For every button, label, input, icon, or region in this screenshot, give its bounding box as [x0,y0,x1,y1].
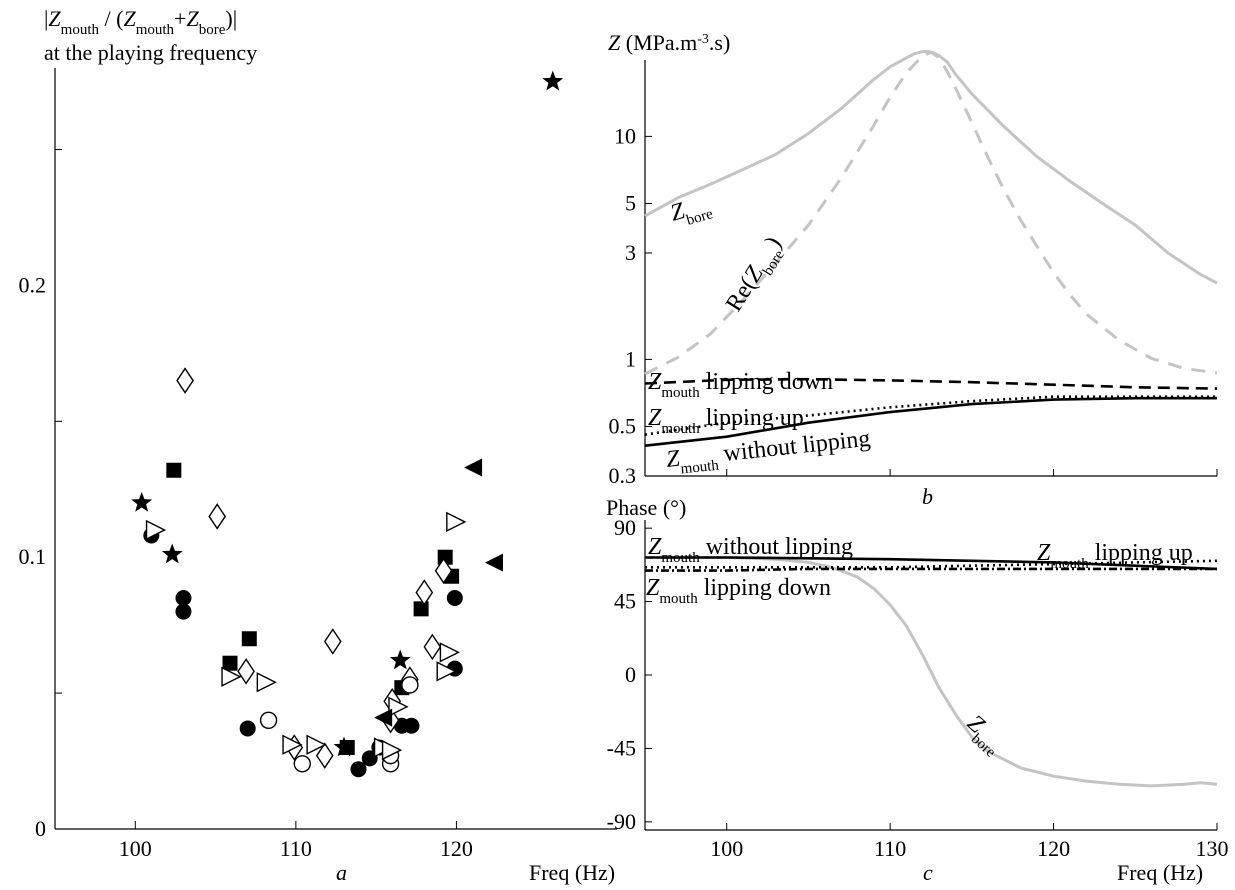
panel-a-ytick-label: 0.1 [19,544,47,569]
panel-c-phase: Phase (°) -90 -45 0 45 90 100 110 120 130 Zmouth… [606,495,1229,885]
panel-b-zbore-label: Zbore [667,191,715,233]
panel-a-ytick-label: 0.2 [19,272,47,297]
panel-c-xlabel: Freq (Hz) [1117,860,1203,885]
panel-a-point-open-diamond [323,628,342,655]
panel-a-point-star [161,543,183,564]
panel-c-ytick-label: 90 [614,515,636,540]
panel-a-point-filled-square [339,739,355,755]
panel-a-point-filled-circle [361,750,378,767]
panel-a-ylabel-line2: at the playing frequency [44,40,257,65]
panel-a-letter: a [336,860,347,885]
panel-b-lipping-up-label: Zmouth lipping up [648,405,804,437]
panel-a-point-open-diamond [208,503,227,530]
panel-a-point-filled-triangle-left [374,708,393,727]
panel-b-magnitude: Z (MPa.m-3.s) 0.3 0.5 1 3 5 10 Zbore Re(Zbore… [608,30,1218,509]
panel-b-ylabel: Z (MPa.m-3.s) [608,30,730,55]
panel-b-series-re-zbore- [644,50,1218,376]
panel-a-point-star [131,491,153,512]
panel-b-ytick-label: 3 [625,240,636,265]
panel-c-ytick-label: -90 [607,809,636,834]
panel-b-series-zbore [644,50,1218,285]
panel-a-point-filled-circle [175,589,192,606]
panel-a-xtick-label: 120 [440,836,473,861]
panel-a-point-open-diamond [415,579,434,606]
panel-a-scatter: |Zmouth / (Zmouth+Zbore)| at the playing… [19,6,617,885]
panel-a-xlabel: Freq (Hz) [529,860,615,885]
panel-a-point-filled-circle [239,720,256,737]
panel-c-ytick-label: 0 [625,662,636,687]
panel-b-ytick-label: 10 [614,123,636,148]
panel-a-point-open-triangle-right [381,740,403,761]
panel-b-series-zmouth-without-lipping [644,396,1217,447]
panel-a-point-open-triangle-right [221,666,242,687]
panel-a-point-filled-square [222,655,238,671]
panel-b-ytick-label: 5 [625,191,636,216]
panel-a-point-filled-circle [403,717,420,734]
panel-b-series-zmouth-lipping-down [644,377,1218,390]
panel-a-point-star [542,70,564,91]
panel-a-point-open-diamond [423,633,442,661]
panel-c-without-lipping-label: Zmouth without lipping [648,534,853,566]
panel-a-point-open-triangle-right [446,511,467,533]
panel-a-point-filled-circle [446,589,463,606]
panel-c-series-zmouth-lipping-down [645,567,1217,572]
panel-a-point-open-circle [293,755,311,773]
panel-c-lipping-down-label: Zmouth lipping down [646,575,831,607]
panel-a-point-filled-square [413,601,429,617]
panel-c-series-zmouth-without-lipping [645,556,1218,571]
panel-a-xtick-label: 110 [280,836,312,861]
panel-a-point-filled-triangle-left [464,458,483,477]
panel-a-point-open-diamond [434,557,453,585]
panel-a-point-open-diamond [176,367,194,394]
panel-a-point-open-triangle-right [145,519,167,541]
panel-a-point-open-triangle-right [439,642,460,663]
panel-c-letter: c [923,860,933,885]
panel-a-point-open-triangle-right [282,734,303,755]
panel-b-lipping-down-label: Zmouth lipping down [648,369,833,401]
panel-a-point-filled-square [241,631,257,647]
panel-a-point-open-triangle-right [388,696,409,717]
panel-a-ytick-label: 0 [35,816,46,841]
panel-a-point-filled-circle [175,603,192,620]
panel-a-point-open-diamond [315,742,334,769]
panel-a-xtick-label: 100 [119,836,152,861]
panel-c-xtick-label: 130 [1196,836,1229,861]
panel-c-ytick-label: -45 [607,735,636,760]
panel-a-point-open-circle [259,711,278,729]
panel-b-rezbore-label: Re(Zbore) [721,232,792,319]
panel-c-xtick-label: 110 [874,836,906,861]
panel-c-series-zbore [645,556,1218,788]
panel-a-point-open-triangle-right [306,734,327,755]
panel-a-point-open-triangle-right [256,672,277,693]
panel-a-point-filled-circle [350,761,367,778]
panel-a-point-star [389,649,411,670]
panel-a-point-open-diamond [237,658,255,685]
panel-c-xtick-label: 120 [1037,836,1070,861]
panel-c-xtick-label: 100 [710,836,743,861]
panel-a-ylabel-line1: |Zmouth / (Zmouth+Zbore)| [44,6,237,38]
panel-c-zbore-label: Zbore [958,710,1009,761]
panel-c-ytick-label: 45 [614,589,636,614]
panel-b-ytick-label: 0.3 [609,463,637,488]
panel-a-point-filled-triangle-left [484,553,503,572]
panel-b-letter: b [922,484,933,509]
panel-c-ylabel: Phase (°) [606,495,686,520]
panel-b-series-zmouth-lipping-up [644,395,1217,436]
panel-a-point-filled-square [166,462,182,478]
panel-b-ytick-label: 1 [625,346,636,371]
panel-b-ytick-label: 0.5 [609,414,637,439]
panel-a-point-open-triangle-right [436,661,457,682]
panel-a-point-open-circle [401,676,419,694]
